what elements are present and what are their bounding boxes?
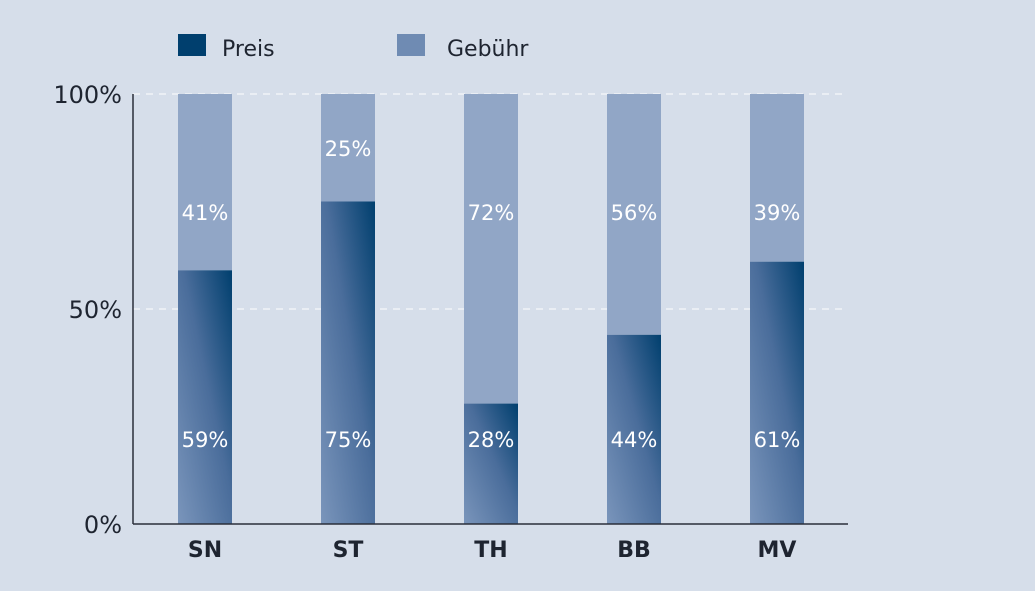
data-label-gebuehr-st: 25%	[325, 137, 372, 161]
data-label-preis-th: 28%	[468, 428, 515, 452]
data-label-preis-bb: 44%	[611, 428, 658, 452]
data-label-gebuehr-th: 72%	[468, 201, 515, 225]
y-tick-label: 50%	[69, 296, 122, 324]
data-label-gebuehr-mv: 39%	[754, 201, 801, 225]
legend-swatch-gebuehr	[397, 34, 425, 56]
data-label-gebuehr-sn: 41%	[182, 201, 229, 225]
bar-gebuehr-th	[464, 94, 518, 404]
x-tick-label-mv: MV	[758, 538, 797, 563]
x-tick-label-sn: SN	[188, 538, 222, 563]
x-tick-label-th: TH	[474, 538, 507, 563]
data-labels: 59% 41% 75% 25% 28% 72% 44% 56% 61% 39%	[182, 137, 801, 452]
data-label-gebuehr-bb: 56%	[611, 201, 658, 225]
y-tick-label: 100%	[53, 81, 122, 109]
bars	[178, 94, 804, 524]
y-tick-label: 0%	[84, 511, 122, 539]
data-label-preis-sn: 59%	[182, 428, 229, 452]
legend-label-preis: Preis	[222, 37, 275, 62]
bar-preis-bb	[607, 334, 661, 524]
bar-gebuehr-bb	[607, 94, 661, 335]
x-tick-label-bb: BB	[617, 538, 651, 563]
bar-preis-th	[464, 403, 518, 524]
category-labels: SN ST TH BB MV	[188, 538, 797, 563]
bar-preis-sn	[178, 270, 232, 524]
legend-label-gebuehr: Gebühr	[447, 37, 529, 62]
bar-gebuehr-sn	[178, 94, 232, 271]
data-label-preis-mv: 61%	[754, 428, 801, 452]
bar-preis-mv	[750, 261, 804, 524]
bar-preis-st	[321, 201, 375, 524]
y-tick-labels: 0% 50% 100%	[53, 81, 122, 539]
legend: Preis Gebühr	[178, 34, 529, 62]
bar-gebuehr-st	[321, 94, 375, 202]
bar-gebuehr-mv	[750, 94, 804, 262]
data-label-preis-st: 75%	[325, 428, 372, 452]
x-tick-label-st: ST	[333, 538, 364, 563]
legend-swatch-preis	[178, 34, 206, 56]
